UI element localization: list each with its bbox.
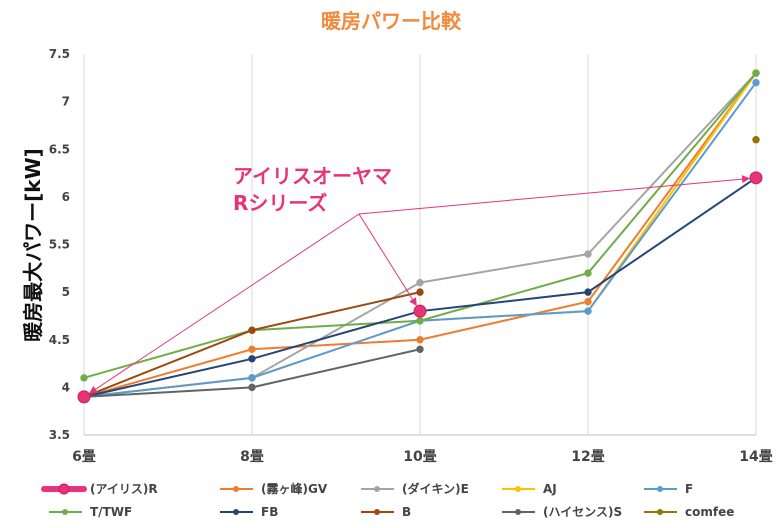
y-tick-label: 4 [62, 380, 70, 394]
data-point [416, 336, 424, 344]
data-point [416, 278, 424, 287]
legend-item: FB [220, 505, 278, 519]
legend-marker [233, 486, 239, 492]
series-0 [77, 171, 763, 404]
legend-marker [515, 509, 521, 515]
legend-item: F [644, 482, 693, 496]
y-tick-label: 5.5 [49, 238, 70, 252]
annotation-arrow [358, 213, 417, 307]
y-axis-label: 暖房最大パワー[kW] [21, 148, 45, 342]
legend-marker [233, 509, 239, 515]
annotation-line-2: Rシリーズ [233, 191, 327, 215]
data-point [584, 288, 592, 296]
legend: (アイリス)R (霧ヶ峰)GV (ダイキン)E AJ F T/TWF FB B (ハイセンス)S… [41, 481, 734, 519]
grid [83, 54, 757, 436]
x-ticks: 6畳 8畳 10畳 12畳 14畳 [72, 449, 773, 465]
legend-label: FB [261, 505, 278, 519]
legend-label: T/TWF [90, 505, 132, 519]
data-point [752, 136, 760, 144]
x-tick-label: 14畳 [739, 449, 772, 465]
data-point [248, 374, 256, 382]
data-point [248, 326, 256, 334]
y-tick-label: 6 [62, 190, 70, 204]
legend-item: (霧ヶ峰)GV [220, 481, 328, 496]
y-tick-label: 7.5 [49, 47, 70, 61]
legend-item: (アイリス)R [41, 482, 158, 496]
legend-marker [374, 509, 380, 515]
legend-marker [657, 486, 663, 492]
data-point [416, 317, 424, 325]
data-point [416, 345, 424, 353]
legend-item: AJ [502, 482, 557, 496]
x-tick-label: 12畳 [571, 449, 604, 465]
data-point [752, 78, 760, 87]
legend-label: AJ [543, 482, 557, 496]
legend-marker [58, 483, 70, 495]
x-tick-label: 8畳 [240, 449, 264, 465]
legend-label: B [402, 505, 411, 519]
data-point [248, 355, 256, 363]
legend-item: T/TWF [49, 505, 132, 519]
annotation-arrow [358, 175, 751, 215]
legend-marker [374, 486, 380, 492]
annotation: アイリスオーヤマ Rシリーズ [88, 164, 751, 394]
y-tick-label: 4.5 [49, 333, 70, 347]
legend-marker [657, 509, 663, 515]
data-point [80, 374, 88, 382]
legend-label: (ハイセンス)S [543, 505, 622, 519]
data-point [584, 269, 592, 277]
data-point [584, 250, 592, 258]
data-point [584, 307, 592, 315]
chart-title: 暖房パワー比較 [321, 9, 462, 33]
y-tick-label: 3.5 [49, 428, 70, 442]
legend-label: (ダイキン)E [402, 481, 469, 496]
series-layer [77, 69, 763, 404]
data-point [416, 288, 424, 296]
x-tick-label: 10畳 [403, 449, 436, 465]
legend-item: (ダイキン)E [361, 481, 469, 496]
y-tick-label: 5 [62, 285, 70, 299]
data-point [248, 345, 256, 353]
y-ticks: 3.5 4 4.5 5 5.5 6 6.5 7 7.5 [49, 47, 70, 442]
data-point [584, 297, 592, 306]
legend-label: comfee [685, 505, 734, 519]
series-9 [752, 136, 760, 144]
data-point [413, 304, 427, 318]
data-point [77, 390, 91, 404]
legend-item: comfee [644, 505, 734, 519]
legend-label: F [685, 482, 693, 496]
annotation-line-1: アイリスオーヤマ [233, 164, 392, 188]
y-tick-label: 7 [62, 95, 70, 109]
y-tick-label: 6.5 [49, 142, 70, 156]
legend-label: (アイリス)R [90, 482, 158, 496]
data-point [248, 383, 256, 392]
data-point [752, 69, 760, 77]
x-tick-label: 6畳 [72, 449, 96, 465]
legend-marker [515, 486, 521, 492]
annotation-arrow [88, 213, 360, 394]
legend-item: B [361, 505, 411, 519]
series-1 [80, 69, 760, 401]
data-point [749, 171, 763, 185]
legend-item: (ハイセンス)S [502, 505, 622, 519]
legend-marker [62, 509, 68, 515]
legend-label: (霧ヶ峰)GV [261, 481, 328, 496]
